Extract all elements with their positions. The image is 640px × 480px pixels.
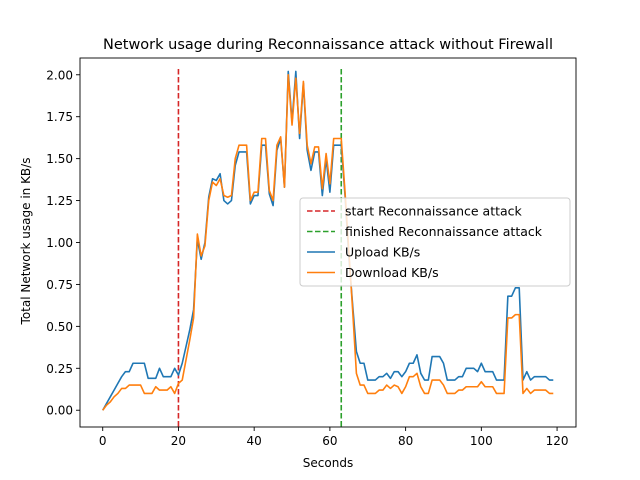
- y-tick-label: 1.75: [46, 110, 73, 124]
- y-tick-label: 1.00: [46, 236, 73, 250]
- x-tick-label: 100: [470, 434, 493, 448]
- y-tick-label: 0.25: [46, 362, 73, 376]
- x-tick-label: 60: [322, 434, 337, 448]
- x-tick-label: 40: [247, 434, 262, 448]
- x-tick-label: 20: [171, 434, 186, 448]
- y-tick-label: 0.00: [46, 404, 73, 418]
- legend-entry-upload-label: Upload KB/s: [345, 245, 420, 260]
- legend-entry-download-label: Download KB/s: [345, 265, 439, 280]
- legend: start Reconnaissance attack finished Reco…: [299, 197, 571, 287]
- x-tick-label: 0: [99, 434, 107, 448]
- x-tick-label: 80: [398, 434, 413, 448]
- series-line-upload: [102, 70, 554, 411]
- x-axis: 0 20 40 60 80 100 120: [99, 427, 569, 448]
- series-line-download: [102, 73, 554, 411]
- chart-title: Network usage during Reconnaissance atta…: [103, 37, 553, 53]
- y-tick-label: 1.50: [46, 152, 73, 166]
- y-tick-label: 2.00: [46, 68, 73, 82]
- legend-entry-finished-attack-label: finished Reconnaissance attack: [345, 224, 543, 239]
- x-axis-label: Seconds: [303, 456, 353, 470]
- legend-box: [299, 197, 571, 287]
- x-tick-label: 120: [546, 434, 569, 448]
- y-tick-label: 1.25: [46, 194, 73, 208]
- legend-entry-start-attack-label: start Reconnaissance attack: [345, 204, 523, 219]
- y-axis: 0.00 0.25 0.50 0.75 1.00 1.25 1.50 1.75 2.00: [46, 68, 80, 418]
- y-axis-label: Total Network usage in KB/s: [19, 158, 33, 326]
- y-tick-label: 0.50: [46, 320, 73, 334]
- y-tick-label: 0.75: [46, 278, 73, 292]
